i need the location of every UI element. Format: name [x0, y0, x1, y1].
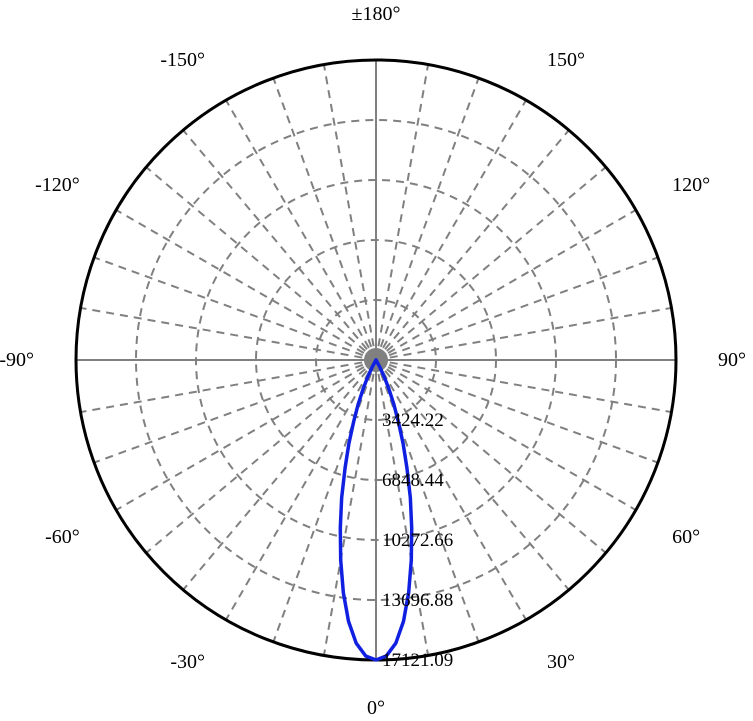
angle-label: -120° [35, 174, 80, 196]
angle-label: -150° [160, 49, 205, 71]
polar-chart: 3424.22 6848.44 10272.66 13696.88 17121.09 0°… [0, 0, 753, 721]
angle-label: -60° [45, 526, 80, 548]
radial-label: 6848.44 [382, 470, 444, 491]
angle-label: 30° [547, 651, 575, 673]
radial-label: 17121.09 [382, 650, 453, 671]
radial-label: 13696.88 [382, 590, 453, 611]
angle-label: -90° [0, 349, 34, 371]
angle-label: 150° [547, 49, 585, 71]
angle-label: 90° [718, 349, 746, 371]
angle-label: ±180° [352, 3, 401, 25]
angle-label: 0° [367, 697, 385, 719]
radial-label: 3424.22 [382, 410, 444, 431]
radial-label: 10272.66 [382, 530, 453, 551]
angle-label: -30° [170, 651, 205, 673]
angle-label: 60° [672, 526, 700, 548]
angle-label: 120° [672, 174, 710, 196]
